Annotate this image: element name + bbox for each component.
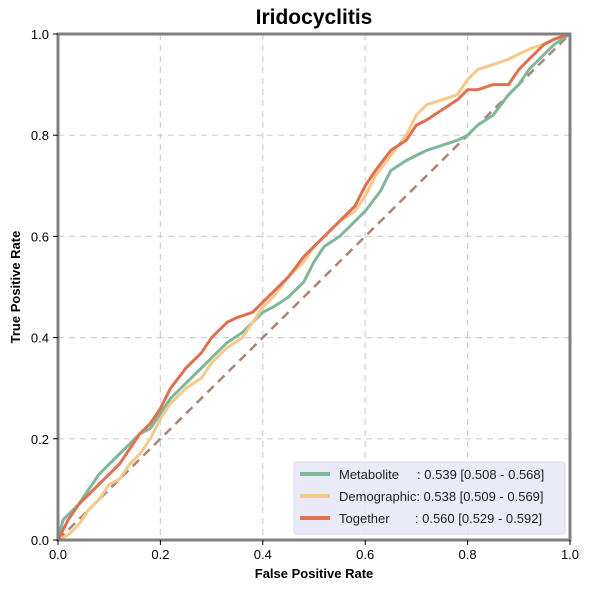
y-tick-label: 0.2 — [31, 432, 49, 447]
x-tick-label: 1.0 — [561, 547, 579, 562]
roc-curve-demographic — [57, 32, 571, 542]
roc-curves — [56, 32, 571, 542]
x-tick-label: 0.4 — [254, 547, 272, 562]
chart-title: Iridocyclitis — [256, 6, 373, 29]
y-axis-label: True Positive Rate — [8, 231, 23, 344]
y-tick-label: 0.4 — [31, 331, 49, 346]
x-tick-label: 0.2 — [151, 547, 169, 562]
x-tick-label: 0.8 — [459, 547, 477, 562]
legend-box — [293, 461, 566, 535]
plot-frame — [56, 32, 572, 542]
x-axis-label: False Positive Rate — [255, 566, 374, 581]
roc-curve-metabolite — [56, 32, 571, 541]
y-tick-label: 1.0 — [31, 27, 49, 42]
roc-curve-together — [56, 32, 571, 541]
y-tick-label: 0.6 — [31, 229, 49, 244]
legend: Metabolite : 0.539 [0.508 - 0.568] Demogr… — [293, 461, 566, 535]
legend-entry-together: Together : 0.560 [0.529 - 0.592] — [339, 511, 542, 526]
x-tick-label: 0.0 — [49, 547, 67, 562]
x-tick-label: 0.6 — [356, 547, 374, 562]
y-tick-label: 0.8 — [31, 128, 49, 143]
y-tick-label: 0.0 — [31, 533, 49, 548]
legend-entry-metabolite: Metabolite : 0.539 [0.508 - 0.568] — [339, 467, 544, 482]
legend-entry-demographic: Demographic: 0.538 [0.509 - 0.569] — [339, 489, 544, 504]
grid — [58, 34, 570, 540]
axis-ticks: 0.00.0 0.2 0.2 0.4 0.4 0.6 0.6 0.8 0.8 1.0 1.0 — [31, 27, 579, 562]
